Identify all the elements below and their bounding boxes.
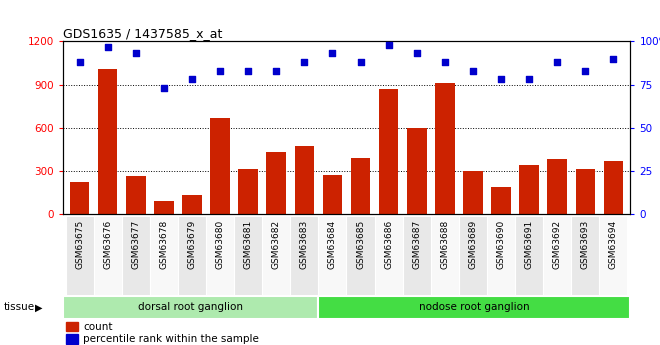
Bar: [318, 296, 630, 319]
Text: GSM63679: GSM63679: [187, 220, 197, 269]
Text: GDS1635 / 1437585_x_at: GDS1635 / 1437585_x_at: [63, 27, 222, 40]
Text: GSM63689: GSM63689: [469, 220, 477, 269]
Bar: [121, 217, 150, 295]
Bar: [182, 195, 202, 214]
Bar: [519, 165, 539, 214]
Bar: [350, 158, 370, 214]
Text: GSM63681: GSM63681: [244, 220, 253, 269]
Bar: [431, 217, 459, 295]
Point: [383, 42, 394, 48]
Bar: [572, 217, 599, 295]
Bar: [178, 217, 206, 295]
Bar: [435, 83, 455, 214]
Point: [299, 59, 310, 65]
Text: GSM63687: GSM63687: [412, 220, 421, 269]
Text: dorsal root ganglion: dorsal root ganglion: [138, 303, 243, 312]
Bar: [346, 217, 375, 295]
Point: [524, 77, 535, 82]
Text: percentile rank within the sample: percentile rank within the sample: [83, 334, 259, 344]
Bar: [379, 89, 399, 214]
Text: GSM63693: GSM63693: [581, 220, 590, 269]
Bar: [604, 161, 623, 214]
Text: GSM63686: GSM63686: [384, 220, 393, 269]
Text: GSM63684: GSM63684: [328, 220, 337, 269]
Point: [271, 68, 282, 73]
Bar: [211, 118, 230, 214]
Text: GSM63678: GSM63678: [159, 220, 168, 269]
Text: GSM63682: GSM63682: [272, 220, 280, 269]
Bar: [318, 217, 346, 295]
Bar: [150, 217, 178, 295]
Point: [187, 77, 197, 82]
Bar: [234, 217, 262, 295]
Point: [158, 85, 169, 91]
Bar: [154, 201, 174, 214]
Text: tissue: tissue: [3, 303, 34, 312]
Point: [355, 59, 366, 65]
Point: [214, 68, 225, 73]
Bar: [262, 217, 290, 295]
Text: GSM63688: GSM63688: [440, 220, 449, 269]
Point: [243, 68, 253, 73]
Bar: [294, 146, 314, 214]
Bar: [491, 187, 511, 214]
Bar: [463, 171, 482, 214]
Point: [411, 51, 422, 56]
Text: GSM63692: GSM63692: [552, 220, 562, 269]
Bar: [98, 69, 117, 214]
Text: ▶: ▶: [35, 303, 42, 312]
Point: [496, 77, 506, 82]
Text: GSM63691: GSM63691: [525, 220, 534, 269]
Bar: [599, 217, 628, 295]
Text: GSM63683: GSM63683: [300, 220, 309, 269]
Point: [580, 68, 591, 73]
Bar: [126, 176, 146, 214]
Point: [327, 51, 338, 56]
Bar: [66, 322, 79, 331]
Text: GSM63675: GSM63675: [75, 220, 84, 269]
Bar: [487, 217, 515, 295]
Bar: [267, 152, 286, 214]
Bar: [290, 217, 318, 295]
Text: GSM63677: GSM63677: [131, 220, 141, 269]
Text: GSM63685: GSM63685: [356, 220, 365, 269]
Text: GSM63680: GSM63680: [216, 220, 224, 269]
Bar: [94, 217, 121, 295]
Bar: [403, 217, 431, 295]
Bar: [459, 217, 487, 295]
Point: [440, 59, 450, 65]
Point: [131, 51, 141, 56]
Text: GSM63690: GSM63690: [496, 220, 506, 269]
Bar: [375, 217, 403, 295]
Point: [552, 59, 562, 65]
Bar: [238, 169, 258, 214]
Text: GSM63694: GSM63694: [609, 220, 618, 269]
Bar: [70, 182, 89, 214]
Bar: [515, 217, 543, 295]
Bar: [543, 217, 572, 295]
Bar: [323, 175, 343, 214]
Point: [608, 56, 618, 61]
Text: nodose root ganglion: nodose root ganglion: [419, 303, 529, 312]
Text: GSM63676: GSM63676: [103, 220, 112, 269]
Bar: [547, 159, 567, 214]
Text: count: count: [83, 322, 112, 332]
Bar: [63, 296, 318, 319]
Bar: [65, 217, 94, 295]
Bar: [407, 128, 426, 214]
Point: [102, 44, 113, 49]
Bar: [576, 169, 595, 214]
Point: [468, 68, 478, 73]
Bar: [66, 334, 79, 344]
Point: [75, 59, 85, 65]
Bar: [206, 217, 234, 295]
